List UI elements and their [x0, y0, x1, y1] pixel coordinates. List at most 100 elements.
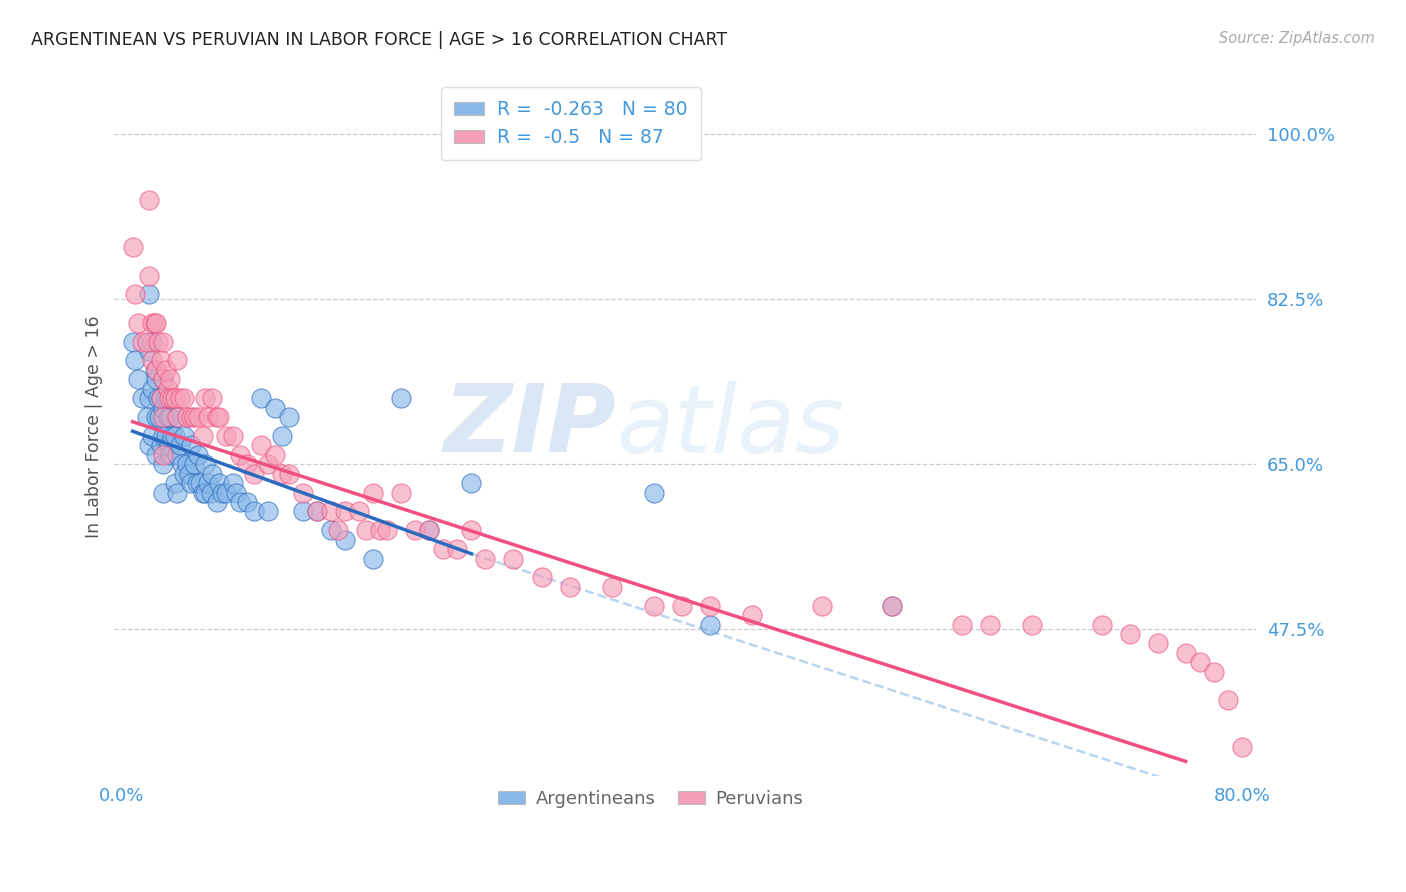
Point: [363, 485, 385, 500]
Point: [194, 457, 217, 471]
Point: [149, 353, 172, 368]
Point: [135, 410, 157, 425]
Point: [257, 504, 280, 518]
Point: [191, 485, 214, 500]
Point: [205, 495, 228, 509]
Point: [152, 372, 174, 386]
Point: [145, 363, 167, 377]
Point: [810, 599, 832, 613]
Point: [558, 580, 581, 594]
Point: [127, 316, 149, 330]
Point: [183, 457, 205, 471]
Point: [460, 476, 482, 491]
Point: [152, 457, 174, 471]
Point: [177, 467, 200, 481]
Point: [180, 410, 202, 425]
Point: [197, 410, 219, 425]
Text: atlas: atlas: [617, 381, 845, 472]
Point: [143, 363, 166, 377]
Point: [146, 391, 169, 405]
Point: [201, 467, 224, 481]
Point: [183, 410, 205, 425]
Point: [335, 504, 357, 518]
Point: [292, 485, 315, 500]
Point: [205, 410, 228, 425]
Point: [191, 429, 214, 443]
Point: [166, 353, 188, 368]
Point: [643, 485, 665, 500]
Point: [145, 316, 167, 330]
Point: [229, 448, 252, 462]
Point: [1188, 655, 1211, 669]
Point: [391, 391, 413, 405]
Point: [271, 467, 294, 481]
Point: [328, 523, 350, 537]
Point: [741, 608, 763, 623]
Point: [146, 334, 169, 349]
Point: [149, 391, 172, 405]
Point: [163, 476, 186, 491]
Point: [166, 448, 188, 462]
Point: [166, 410, 188, 425]
Point: [145, 448, 167, 462]
Point: [243, 467, 266, 481]
Point: [159, 448, 181, 462]
Point: [222, 476, 245, 491]
Point: [391, 485, 413, 500]
Point: [155, 391, 177, 405]
Point: [201, 391, 224, 405]
Point: [264, 401, 287, 415]
Point: [163, 391, 186, 405]
Point: [141, 382, 163, 396]
Point: [432, 542, 454, 557]
Point: [152, 334, 174, 349]
Point: [121, 334, 143, 349]
Point: [1216, 693, 1239, 707]
Point: [208, 476, 231, 491]
Point: [180, 438, 202, 452]
Point: [446, 542, 468, 557]
Point: [307, 504, 329, 518]
Point: [1118, 627, 1140, 641]
Point: [600, 580, 623, 594]
Point: [1202, 665, 1225, 679]
Point: [135, 334, 157, 349]
Point: [170, 457, 193, 471]
Point: [460, 523, 482, 537]
Point: [1021, 617, 1043, 632]
Point: [152, 485, 174, 500]
Point: [173, 467, 195, 481]
Point: [194, 485, 217, 500]
Point: [370, 523, 392, 537]
Point: [155, 363, 177, 377]
Legend: Argentineans, Peruvians: Argentineans, Peruvians: [491, 783, 811, 815]
Point: [236, 457, 259, 471]
Point: [148, 410, 170, 425]
Point: [699, 599, 721, 613]
Text: ARGENTINEAN VS PERUVIAN IN LABOR FORCE | AGE > 16 CORRELATION CHART: ARGENTINEAN VS PERUVIAN IN LABOR FORCE |…: [31, 31, 727, 49]
Point: [152, 401, 174, 415]
Point: [124, 287, 146, 301]
Point: [699, 617, 721, 632]
Point: [643, 599, 665, 613]
Point: [131, 334, 153, 349]
Point: [152, 429, 174, 443]
Point: [159, 372, 181, 386]
Point: [1091, 617, 1114, 632]
Point: [215, 429, 238, 443]
Point: [236, 495, 259, 509]
Point: [418, 523, 440, 537]
Point: [250, 391, 273, 405]
Point: [145, 372, 167, 386]
Point: [187, 448, 209, 462]
Point: [138, 438, 160, 452]
Point: [166, 485, 188, 500]
Point: [356, 523, 378, 537]
Point: [173, 429, 195, 443]
Point: [1174, 646, 1197, 660]
Point: [141, 316, 163, 330]
Point: [257, 457, 280, 471]
Point: [141, 429, 163, 443]
Point: [243, 504, 266, 518]
Point: [208, 410, 231, 425]
